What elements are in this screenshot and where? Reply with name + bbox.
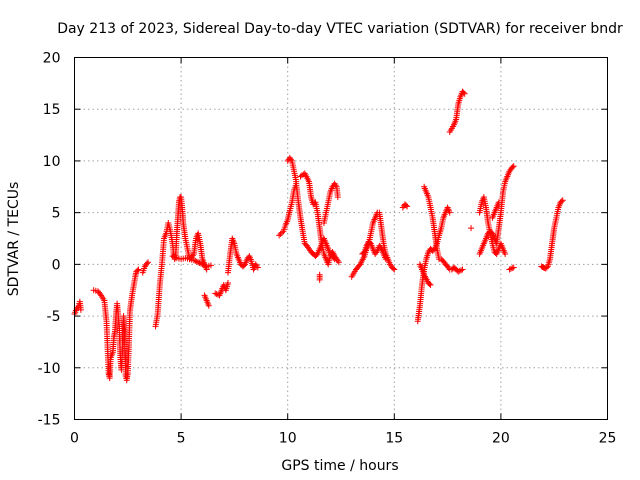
data-point: [456, 267, 463, 274]
x-axis-tick-labels: 0 5 10 15 20 25: [70, 431, 616, 447]
data-point: [169, 253, 176, 260]
y-tick-label: 0: [52, 257, 61, 273]
data-point: [506, 266, 513, 273]
x-axis-label: GPS time / hours: [281, 458, 398, 474]
data-point: [207, 262, 214, 269]
data-point: [134, 267, 141, 274]
axis-ticks: [74, 57, 608, 420]
plot-frame: [74, 57, 608, 420]
y-tick-label: -15: [38, 413, 61, 429]
data-point: [404, 203, 411, 210]
y-axis-label: SDTVAR / TECUs: [6, 182, 22, 297]
data-point: [403, 202, 410, 209]
data-point: [446, 209, 453, 216]
data-point: [143, 260, 150, 267]
data-point: [382, 256, 389, 263]
data-point: [459, 266, 466, 273]
data-point: [225, 279, 232, 286]
data-point: [510, 264, 517, 271]
data-point: [507, 265, 514, 272]
data-point: [502, 251, 509, 258]
data-point: [199, 261, 206, 268]
y-tick-label: 10: [43, 154, 61, 170]
data-point: [205, 302, 212, 309]
data-point: [559, 197, 566, 204]
y-tick-label: -10: [38, 361, 61, 377]
data-point: [97, 291, 104, 298]
data-point: [468, 225, 475, 232]
data-point: [172, 254, 179, 261]
data-point: [391, 266, 398, 273]
x-tick-label: 20: [492, 431, 510, 447]
data-series-sdtvar: [71, 88, 566, 384]
y-axis-tick-labels: -15 -10 -5 0 5 10 15 20: [38, 51, 61, 429]
data-point: [329, 248, 336, 255]
data-point: [277, 231, 284, 238]
data-point: [197, 260, 204, 267]
y-tick-label: 20: [43, 51, 61, 67]
data-point: [193, 258, 200, 265]
data-point: [196, 259, 203, 266]
data-point: [135, 266, 142, 273]
x-tick-label: 0: [70, 431, 79, 447]
y-tick-label: 15: [43, 102, 61, 118]
data-point: [145, 259, 152, 266]
data-point: [335, 259, 342, 266]
data-point: [509, 164, 516, 171]
data-point: [170, 253, 177, 260]
x-tick-label: 10: [279, 431, 297, 447]
data-point: [390, 265, 397, 272]
data-point: [192, 257, 199, 264]
data-point: [509, 265, 516, 272]
data-point: [195, 259, 202, 266]
y-tick-label: 5: [52, 206, 61, 222]
data-point: [190, 257, 197, 264]
data-point: [77, 306, 84, 313]
x-tick-label: 25: [599, 431, 617, 447]
x-tick-label: 5: [177, 431, 186, 447]
data-point: [558, 198, 565, 205]
data-point: [427, 282, 434, 289]
data-point: [458, 267, 465, 274]
data-point: [360, 249, 367, 256]
y-tick-label: -5: [47, 309, 61, 325]
data-point: [460, 89, 467, 96]
data-point: [455, 268, 462, 275]
data-point: [510, 163, 517, 170]
data-point: [316, 276, 323, 283]
data-point: [254, 264, 261, 271]
data-point: [311, 200, 318, 207]
data-point: [293, 178, 300, 185]
data-point: [495, 199, 502, 206]
x-tick-label: 15: [385, 431, 403, 447]
data-point: [461, 90, 468, 97]
chart-title: Day 213 of 2023, Sidereal Day-to-day VTE…: [57, 21, 623, 37]
grid: [74, 57, 608, 420]
data-point: [276, 232, 283, 239]
data-point: [426, 281, 433, 288]
data-point: [330, 250, 337, 257]
data-point: [200, 262, 207, 269]
data-point: [334, 194, 341, 201]
data-point: [279, 229, 286, 236]
